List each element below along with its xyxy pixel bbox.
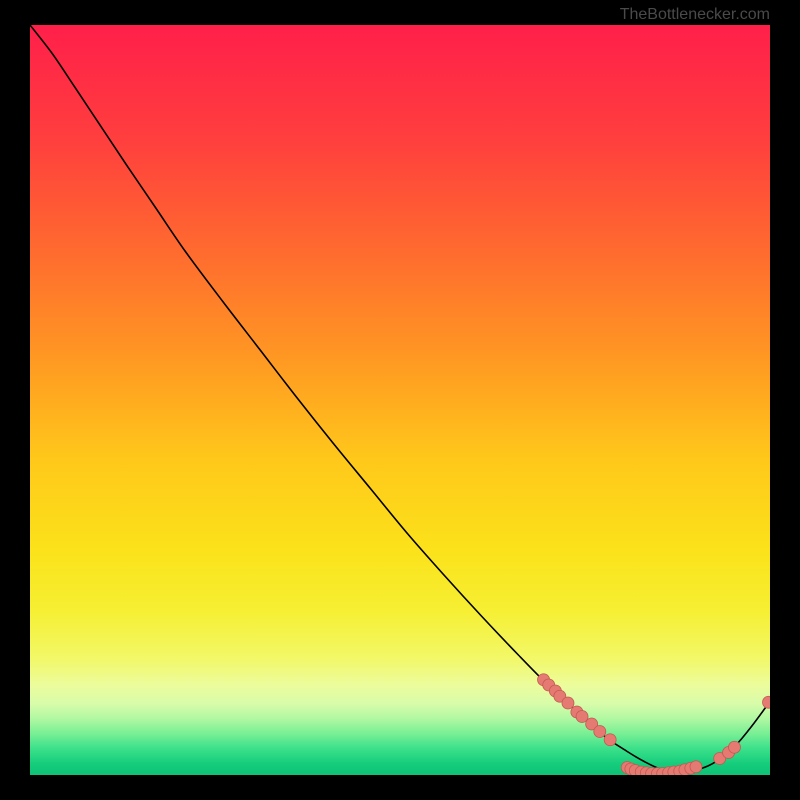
chart-plot-area: [30, 25, 770, 775]
data-marker: [728, 741, 740, 753]
data-marker: [690, 761, 702, 773]
data-marker: [604, 734, 616, 746]
chart-marker-layer: [30, 25, 770, 775]
watermark-text: TheBottlenecker.com: [620, 6, 770, 24]
data-marker: [594, 726, 606, 738]
data-marker: [562, 697, 574, 709]
data-marker: [763, 696, 770, 708]
